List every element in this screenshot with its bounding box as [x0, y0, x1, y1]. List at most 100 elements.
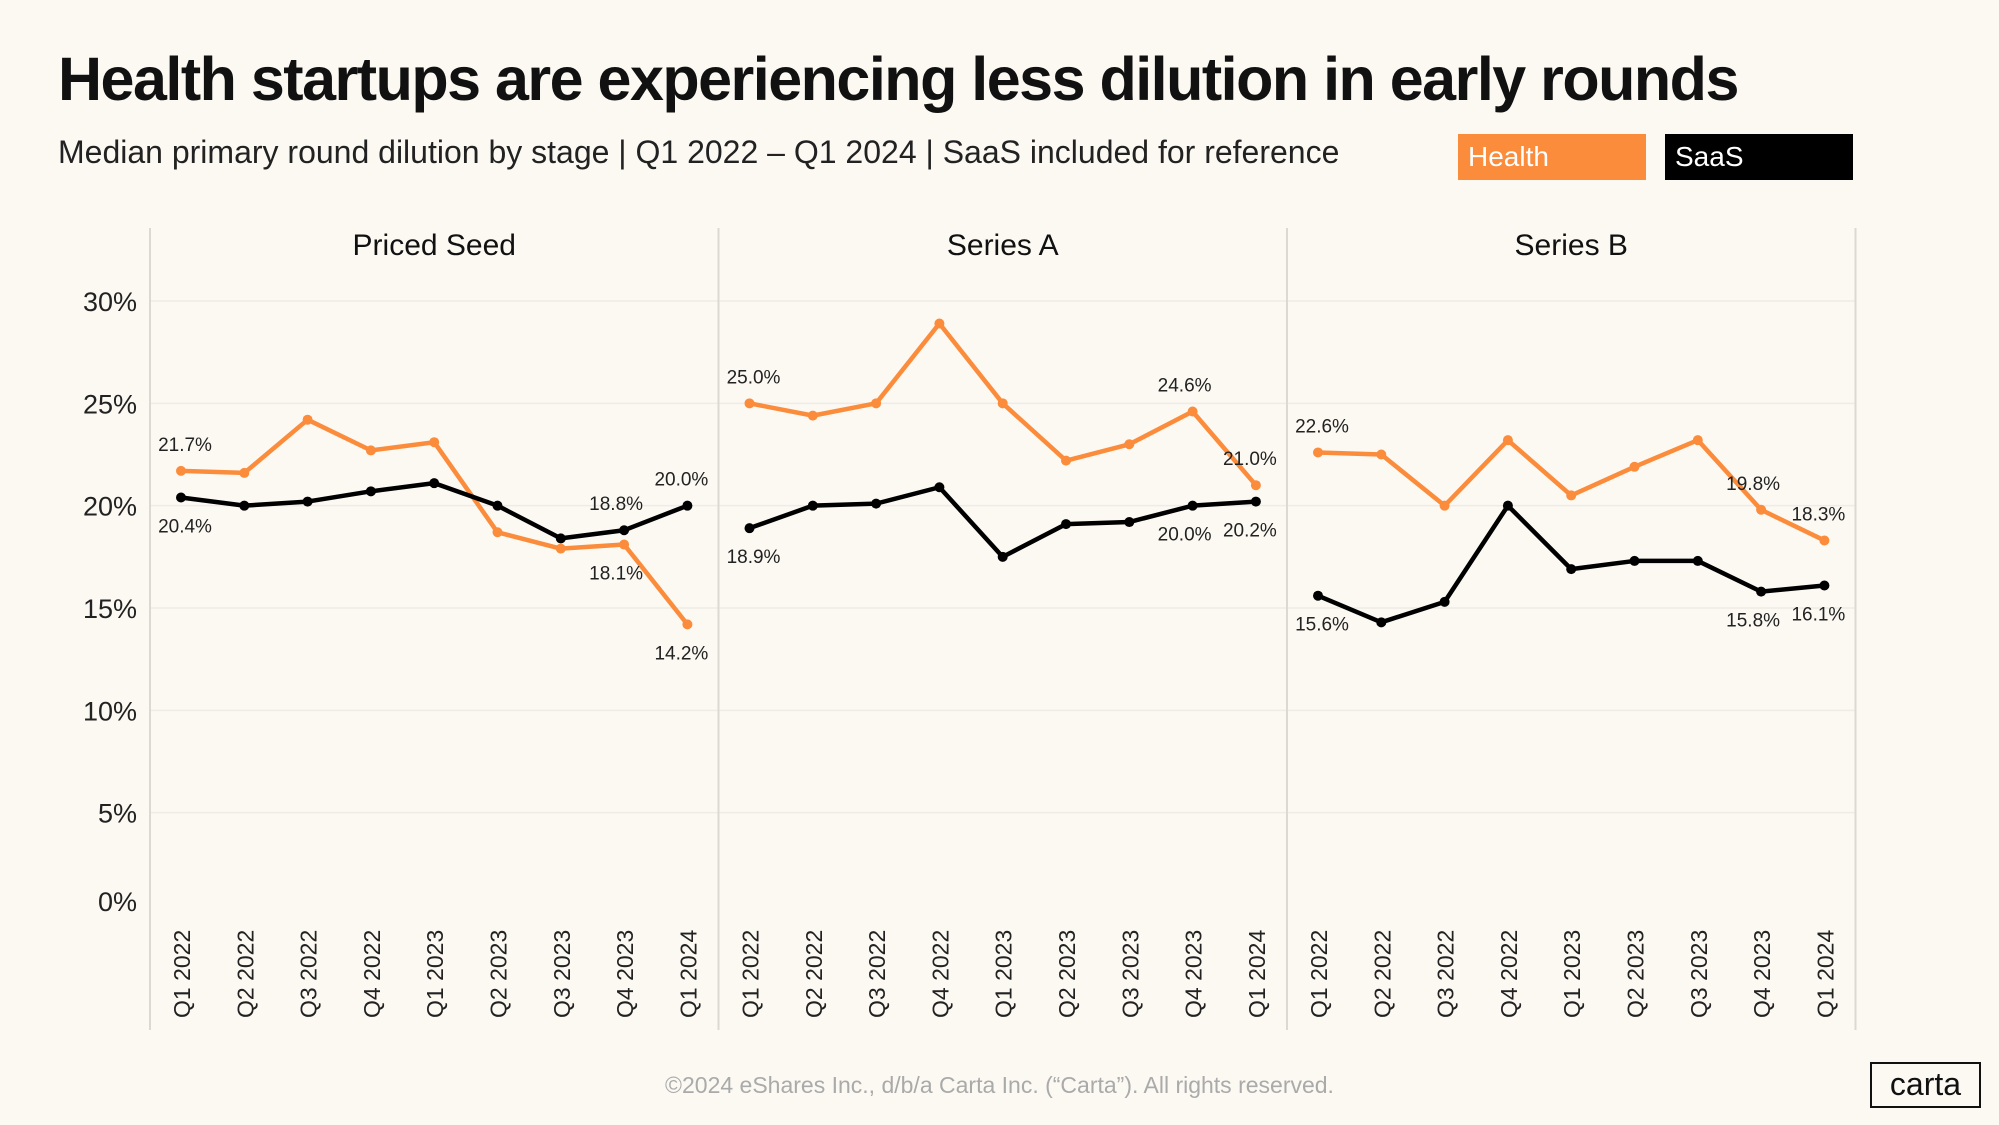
x-tick-label: Q4 2022 — [927, 930, 953, 1018]
x-tick-label: Q2 2022 — [1369, 930, 1395, 1018]
x-tick-label: Q2 2023 — [1623, 930, 1649, 1018]
data-point-health — [429, 437, 440, 448]
data-label: 18.8% — [589, 494, 643, 515]
x-tick-label: Q3 2022 — [864, 930, 890, 1018]
x-tick-label: Q4 2023 — [1181, 930, 1207, 1018]
data-point-saas — [1124, 517, 1135, 528]
data-point-saas — [744, 523, 755, 534]
data-point-saas — [997, 551, 1008, 562]
panel-title: Series B — [1515, 229, 1628, 262]
data-point-health — [492, 527, 503, 538]
data-point-saas — [492, 500, 503, 511]
data-label: 21.0% — [1223, 449, 1277, 470]
data-label: 14.2% — [654, 643, 708, 664]
data-point-saas — [302, 496, 313, 507]
x-tick-label: Q3 2022 — [296, 930, 322, 1018]
data-label: 20.4% — [158, 516, 212, 537]
data-point-saas — [619, 525, 630, 536]
panel-title: Priced Seed — [353, 229, 516, 262]
data-point-health — [1187, 406, 1198, 417]
data-point-saas — [1756, 586, 1767, 597]
data-point-health — [997, 398, 1008, 409]
data-point-saas — [1819, 580, 1830, 591]
data-point-saas — [1376, 617, 1387, 628]
x-tick-label: Q2 2022 — [801, 930, 827, 1018]
data-point-health — [619, 539, 630, 550]
data-label: 18.9% — [727, 547, 781, 568]
data-point-saas — [682, 500, 693, 511]
x-tick-label: Q1 2022 — [738, 930, 764, 1018]
x-tick-label: Q1 2023 — [422, 930, 448, 1018]
data-point-health — [302, 414, 313, 425]
data-label: 20.0% — [1158, 525, 1212, 546]
x-tick-label: Q1 2022 — [169, 930, 195, 1018]
x-tick-label: Q4 2023 — [612, 930, 638, 1018]
data-point-health — [1756, 504, 1767, 515]
x-tick-label: Q3 2023 — [549, 930, 575, 1018]
data-point-saas — [1250, 496, 1261, 507]
data-point-health — [1124, 439, 1135, 450]
y-tick-label: 30% — [83, 287, 137, 317]
data-point-saas — [365, 486, 376, 497]
data-point-saas — [176, 492, 186, 503]
data-point-saas — [1629, 555, 1640, 566]
series-line-saas — [1317, 503, 1825, 625]
data-point-health — [555, 543, 566, 554]
chart-title: Health startups are experiencing less di… — [58, 45, 1739, 113]
data-label: 22.6% — [1295, 416, 1349, 437]
data-label: 15.6% — [1295, 615, 1349, 636]
data-point-saas — [1439, 596, 1450, 607]
copyright-footer: ©2024 eShares Inc., d/b/a Carta Inc. (“C… — [665, 1072, 1334, 1098]
x-tick-label: Q1 2023 — [1559, 930, 1585, 1018]
data-point-health — [1439, 500, 1450, 511]
data-point-health — [1250, 480, 1261, 491]
data-point-health — [1566, 490, 1577, 501]
x-tick-label: Q1 2023 — [991, 930, 1017, 1018]
x-tick-label: Q4 2022 — [1496, 930, 1522, 1018]
data-point-health — [682, 619, 693, 630]
legend-saas: SaaS — [1665, 134, 1853, 180]
data-label: 19.8% — [1726, 474, 1780, 495]
carta-logo: carta — [1870, 1062, 1981, 1108]
data-point-health — [744, 398, 755, 409]
series-line-saas — [748, 484, 1257, 560]
data-point-saas — [1313, 590, 1323, 601]
y-tick-label: 10% — [83, 696, 137, 726]
x-tick-label: Q4 2023 — [1749, 930, 1775, 1018]
data-point-saas — [807, 500, 818, 511]
data-point-health — [1061, 455, 1071, 466]
data-label: 25.0% — [727, 367, 781, 388]
y-tick-label: 20% — [83, 492, 137, 522]
data-point-health — [1819, 535, 1830, 546]
data-point-health — [365, 445, 376, 456]
y-tick-label: 0% — [98, 887, 137, 917]
x-tick-label: Q1 2024 — [1812, 930, 1838, 1018]
x-tick-label: Q1 2024 — [1244, 930, 1270, 1018]
x-tick-label: Q3 2022 — [1433, 930, 1459, 1018]
data-point-health — [934, 318, 945, 329]
y-tick-label: 25% — [83, 389, 137, 419]
panel-title: Series A — [947, 229, 1059, 262]
x-tick-label: Q4 2022 — [359, 930, 385, 1018]
series-line-health — [180, 417, 690, 626]
data-point-saas — [1502, 500, 1513, 511]
x-tick-label: Q3 2023 — [1686, 930, 1712, 1018]
data-label: 18.3% — [1791, 504, 1845, 525]
data-point-saas — [1692, 555, 1703, 566]
x-tick-label: Q2 2022 — [232, 930, 258, 1018]
data-point-health — [1629, 461, 1640, 472]
y-tick-label: 5% — [98, 799, 137, 829]
data-label: 24.6% — [1158, 376, 1212, 397]
x-tick-label: Q2 2023 — [486, 930, 512, 1018]
data-label: 16.1% — [1791, 604, 1845, 625]
data-point-health — [1692, 435, 1703, 446]
data-point-saas — [1566, 564, 1577, 575]
data-label: 15.8% — [1726, 611, 1780, 632]
data-point-health — [1502, 435, 1513, 446]
x-tick-label: Q1 2022 — [1306, 930, 1332, 1018]
x-tick-label: Q3 2023 — [1117, 930, 1143, 1018]
data-point-saas — [239, 500, 250, 511]
legend-health: Health — [1458, 134, 1646, 180]
data-point-health — [1376, 449, 1387, 460]
